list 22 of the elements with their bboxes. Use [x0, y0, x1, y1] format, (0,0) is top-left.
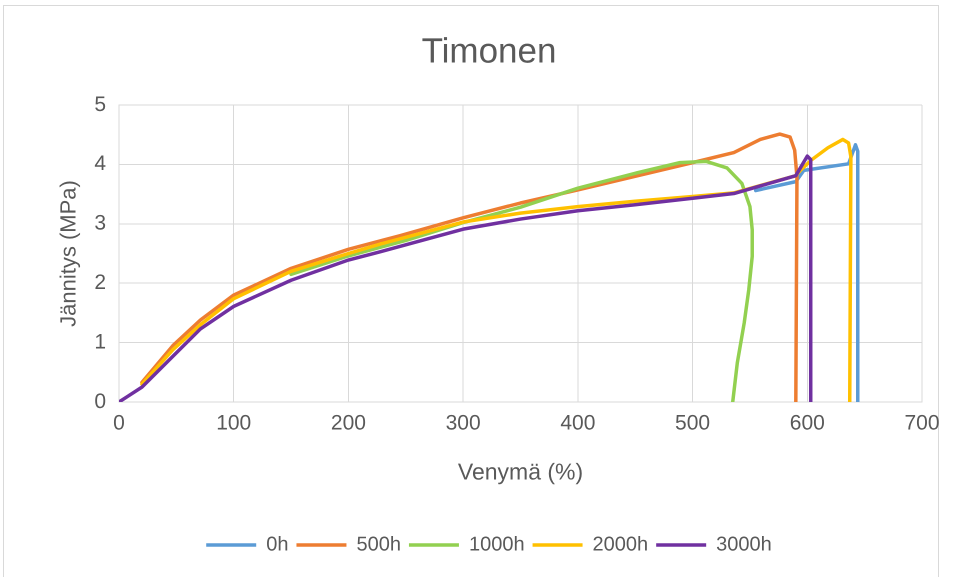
chart-title: Timonen [422, 32, 556, 71]
y-tick-label: 4 [94, 152, 106, 176]
x-tick-label: 100 [216, 411, 252, 434]
x-tick-label: 500 [675, 411, 710, 434]
x-tick-label: 700 [904, 411, 940, 434]
legend-label: 3000h [716, 534, 772, 556]
x-tick-label: 600 [790, 411, 825, 434]
x-tick-label: 0 [113, 411, 125, 434]
y-tick-label: 0 [94, 390, 106, 413]
y-tick-label: 2 [94, 270, 106, 294]
legend-label: 500h [356, 534, 401, 556]
x-tick-label: 300 [446, 411, 481, 434]
y-tick-label: 1 [94, 330, 106, 354]
legend-label: 1000h [468, 534, 525, 556]
x-axis-title: Venymä (%) [458, 458, 584, 485]
x-tick-label: 200 [330, 411, 366, 434]
y-tick-label: 5 [94, 92, 106, 116]
legend-label: 0h [266, 534, 288, 556]
y-tick-label: 3 [94, 212, 106, 235]
legend-label: 2000h [592, 534, 648, 556]
x-tick-label: 400 [560, 411, 596, 434]
y-axis-title: Jännitys (MPa) [55, 180, 80, 327]
